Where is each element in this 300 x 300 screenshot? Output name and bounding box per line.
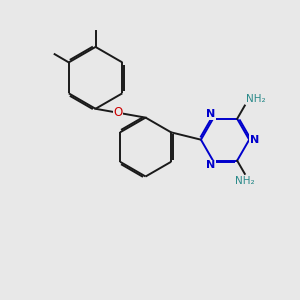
Text: NH₂: NH₂ [235,176,255,186]
Text: O: O [113,106,123,119]
Text: N: N [250,135,259,145]
Text: N: N [206,160,215,170]
Text: NH₂: NH₂ [246,94,266,104]
Text: N: N [206,109,215,119]
